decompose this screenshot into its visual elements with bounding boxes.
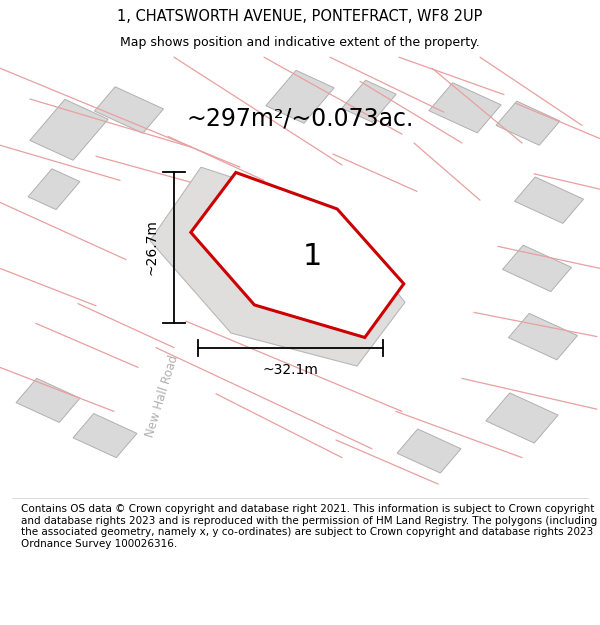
Polygon shape [429,82,501,133]
Polygon shape [502,245,572,292]
Text: Contains OS data © Crown copyright and database right 2021. This information is : Contains OS data © Crown copyright and d… [21,504,597,549]
Polygon shape [496,101,560,145]
Text: New Hall Road: New Hall Road [143,353,181,439]
Polygon shape [508,313,578,360]
Polygon shape [486,393,558,443]
Polygon shape [397,429,461,473]
Polygon shape [514,177,584,223]
Text: ~26.7m: ~26.7m [144,219,158,276]
Text: ~32.1m: ~32.1m [262,364,319,378]
Polygon shape [30,99,108,160]
Polygon shape [28,169,80,209]
Text: 1: 1 [303,242,322,271]
Polygon shape [266,71,334,123]
Text: ~297m²/~0.073ac.: ~297m²/~0.073ac. [187,107,413,131]
Polygon shape [150,168,405,366]
Polygon shape [191,173,404,338]
Polygon shape [73,414,137,458]
Polygon shape [16,378,80,423]
Polygon shape [342,80,396,122]
Text: Map shows position and indicative extent of the property.: Map shows position and indicative extent… [120,36,480,49]
Polygon shape [94,87,164,133]
Text: 1, CHATSWORTH AVENUE, PONTEFRACT, WF8 2UP: 1, CHATSWORTH AVENUE, PONTEFRACT, WF8 2U… [118,9,482,24]
